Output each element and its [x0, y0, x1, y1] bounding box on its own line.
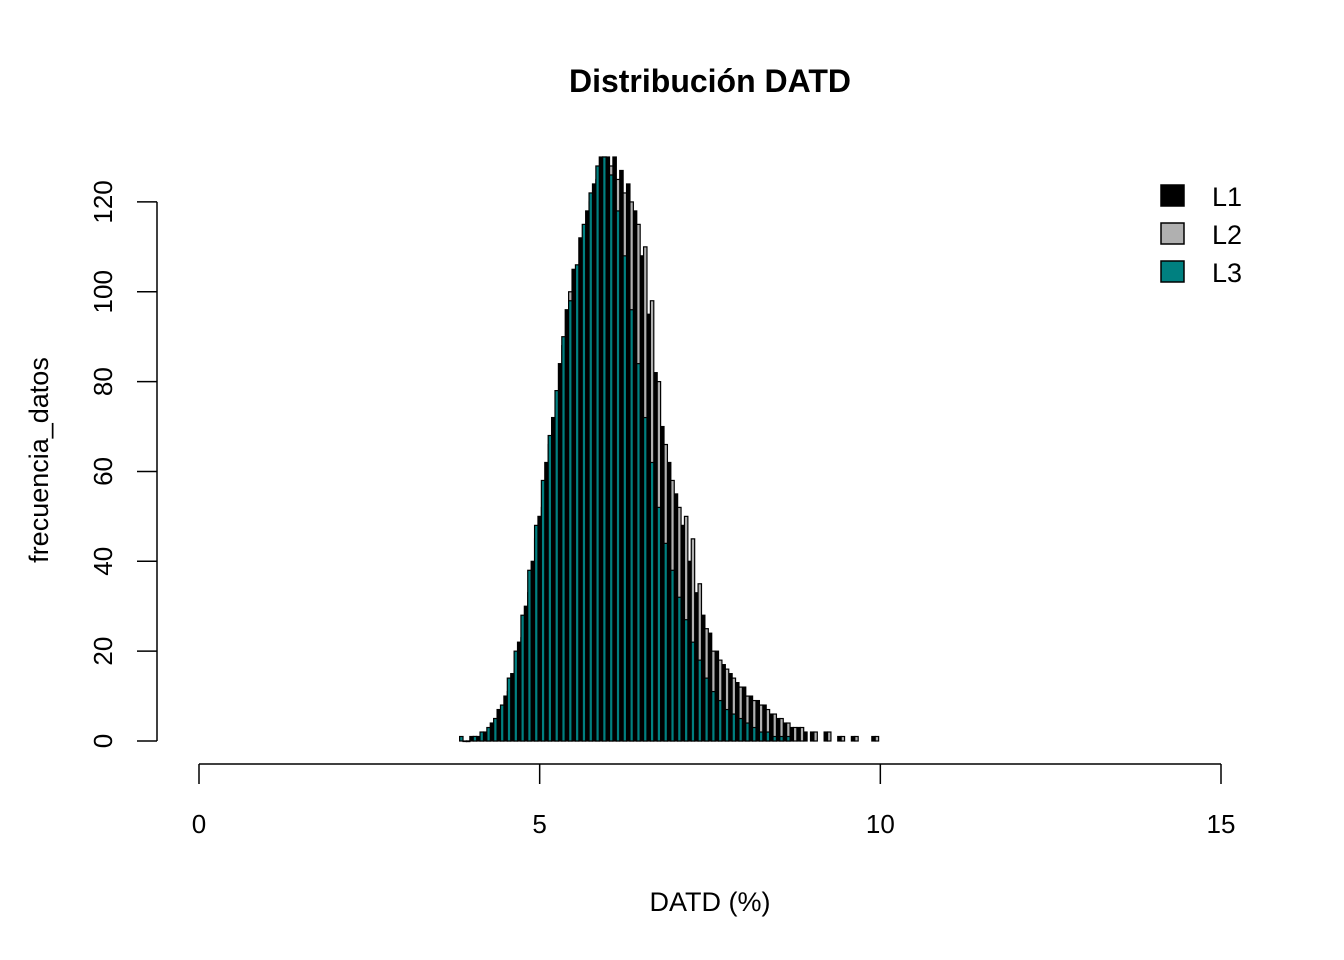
bar-l2	[854, 735, 859, 742]
bar-l3	[540, 479, 546, 742]
x-axis-title: DATD (%)	[650, 887, 771, 917]
y-axis-title: frecuencia_datos	[24, 357, 54, 563]
bar-l3	[554, 390, 560, 742]
bar-l2	[826, 731, 832, 742]
legend: L1 L2 L3	[1160, 182, 1242, 288]
legend-label: L2	[1212, 220, 1242, 250]
bar-l3	[499, 704, 505, 742]
bar-l3	[711, 690, 716, 742]
bar-l3	[724, 708, 730, 742]
bar-l3	[533, 524, 539, 742]
bar-l3	[561, 336, 566, 742]
bar-l3	[547, 434, 553, 742]
legend-swatch	[1160, 222, 1185, 245]
bar-l2	[799, 726, 805, 742]
y-axis: 0 20 40 60 80 100 120	[88, 180, 158, 748]
bar-l3	[472, 735, 478, 742]
x-tick-label: 10	[866, 809, 895, 839]
bar-l3	[731, 713, 737, 742]
legend-item-l3: L3	[1160, 258, 1242, 288]
bar-l3	[663, 542, 669, 742]
bars-layer	[459, 156, 880, 743]
bar-l3	[745, 722, 750, 742]
y-tick-label: 20	[88, 637, 118, 666]
bar-l3	[520, 614, 525, 742]
bar-l3	[568, 300, 573, 742]
bar-l3	[649, 461, 655, 742]
legend-label: L1	[1212, 182, 1242, 212]
chart-title: Distribución DATD	[569, 63, 851, 99]
bar-l3	[717, 699, 723, 742]
x-tick-label: 5	[532, 809, 546, 839]
bar-l3	[459, 735, 464, 742]
y-tick-label: 100	[88, 270, 118, 313]
bar-l3	[493, 717, 498, 742]
bar-l3	[758, 731, 764, 742]
x-tick-label: 15	[1207, 809, 1236, 839]
y-tick-label: 120	[88, 180, 118, 223]
bar-l3	[527, 569, 532, 742]
bar-l3	[683, 619, 689, 742]
bar-l3	[602, 156, 607, 742]
bar-l3	[465, 740, 471, 743]
bar-l3	[786, 735, 791, 742]
bar-l3	[629, 309, 634, 742]
bar-l3	[751, 726, 757, 742]
legend-item-l2: L2	[1160, 220, 1242, 250]
legend-swatch	[1160, 260, 1185, 283]
bar-l3	[677, 596, 682, 742]
y-tick-label: 60	[88, 457, 118, 486]
bar-l3	[636, 363, 641, 742]
bar-l3	[595, 165, 600, 742]
series-l3	[459, 156, 791, 743]
bar-l3	[670, 569, 675, 742]
bar-l3	[779, 735, 784, 742]
legend-swatch	[1160, 184, 1185, 207]
bar-l3	[506, 677, 512, 742]
y-tick-label: 40	[88, 547, 118, 576]
bar-l3	[690, 641, 696, 742]
x-axis: 0 5 10 15	[192, 763, 1236, 839]
bar-l3	[738, 717, 743, 742]
legend-item-l1: L1	[1160, 182, 1242, 212]
legend-label: L3	[1212, 258, 1242, 288]
bar-l3	[588, 192, 594, 742]
y-tick-label: 0	[88, 734, 118, 748]
bar-l3	[486, 726, 491, 742]
bar-l2	[813, 731, 818, 742]
bar-l2	[792, 726, 798, 742]
y-tick-label: 80	[88, 367, 118, 396]
bar-l3	[765, 731, 771, 742]
bar-l3	[479, 731, 485, 742]
bar-l3	[622, 255, 628, 742]
bar-l2	[840, 735, 846, 742]
bar-l3	[772, 735, 778, 742]
bar-l3	[574, 264, 580, 742]
bar-l3	[615, 210, 621, 742]
bar-l2	[874, 735, 880, 742]
bar-l3	[704, 677, 709, 742]
bar-l3	[513, 650, 519, 742]
bar-l3	[642, 416, 648, 742]
bar-l3	[581, 223, 587, 742]
bar-l3	[608, 174, 614, 742]
bar-l3	[656, 506, 662, 742]
bar-l3	[697, 659, 703, 742]
x-tick-label: 0	[192, 809, 206, 839]
